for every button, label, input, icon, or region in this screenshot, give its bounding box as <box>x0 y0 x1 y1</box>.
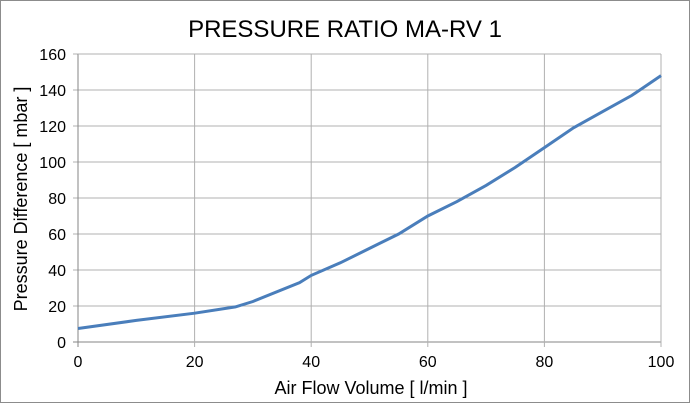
y-tick-label: 20 <box>48 299 66 316</box>
y-tick-label: 80 <box>48 191 66 208</box>
y-tick-label: 60 <box>48 227 66 244</box>
x-tick-label: 60 <box>419 354 437 371</box>
x-tick-label: 80 <box>536 354 554 371</box>
series-line <box>77 74 662 330</box>
chart-title: PRESSURE RATIO MA-RV 1 <box>188 16 502 43</box>
y-axis-label: Pressure Difference [ mbar ] <box>11 87 31 312</box>
y-tick-label: 0 <box>57 335 66 352</box>
x-tick-label: 100 <box>648 354 675 371</box>
y-tick-label: 120 <box>39 119 66 136</box>
x-tick-label: 20 <box>186 354 204 371</box>
y-tick-label: 140 <box>39 83 66 100</box>
x-tick-label: 40 <box>302 354 320 371</box>
y-tick-label: 100 <box>39 155 66 172</box>
x-tick-label: 0 <box>74 354 83 371</box>
y-tick-label: 40 <box>48 263 66 280</box>
x-axis-label: Air Flow Volume [ l/min ] <box>274 378 467 398</box>
y-tick-label: 160 <box>39 47 66 64</box>
